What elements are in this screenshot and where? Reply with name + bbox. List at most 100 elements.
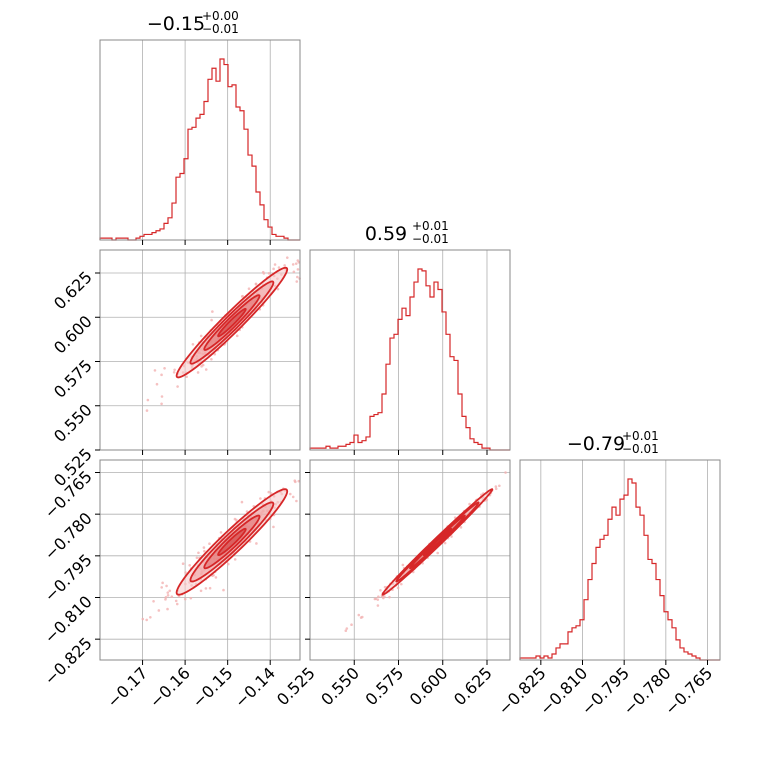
scatter-panel-2-0 xyxy=(95,459,301,665)
sample-point xyxy=(170,595,174,599)
sample-point xyxy=(388,595,391,599)
sample-point xyxy=(166,594,170,597)
sample-point xyxy=(210,357,213,361)
title-value-2: −0.79 xyxy=(567,433,625,455)
sample-point xyxy=(291,263,295,266)
sample-point xyxy=(450,535,453,538)
sample-point xyxy=(166,591,170,594)
sample-point xyxy=(494,485,498,488)
x-tick-label: 0.525 xyxy=(273,663,319,709)
sample-point xyxy=(152,599,155,603)
sample-point xyxy=(153,369,157,372)
sample-point xyxy=(184,571,187,574)
sample-point xyxy=(226,562,230,566)
sample-point xyxy=(172,370,176,374)
sample-point xyxy=(295,280,299,283)
sample-point xyxy=(240,500,244,504)
sample-point xyxy=(213,352,217,356)
sample-point xyxy=(459,526,463,529)
sample-point xyxy=(181,562,185,566)
sample-point xyxy=(174,599,178,603)
x-tick-label: 0.600 xyxy=(406,663,452,709)
sample-point xyxy=(208,586,212,590)
sample-point xyxy=(176,385,179,388)
sample-point xyxy=(199,334,203,338)
histogram-step-0 xyxy=(99,58,300,241)
sample-point xyxy=(161,581,164,585)
sample-point xyxy=(173,368,176,372)
y-tick-label: 0.550 xyxy=(50,400,96,446)
sample-point xyxy=(210,318,213,322)
panel-frame xyxy=(99,459,301,661)
x-tick-label: 0.575 xyxy=(361,663,407,709)
sample-point xyxy=(288,492,292,496)
sample-point xyxy=(202,546,206,549)
sample-point xyxy=(396,586,400,590)
sample-point xyxy=(235,334,239,338)
sample-point xyxy=(146,398,150,402)
sample-point xyxy=(345,627,349,630)
sample-point xyxy=(233,558,237,561)
title-minus-1: −0.01 xyxy=(412,232,449,246)
sample-point xyxy=(272,525,275,529)
sample-point xyxy=(277,266,281,269)
sample-point xyxy=(197,551,200,555)
sample-point xyxy=(165,584,168,588)
sample-point xyxy=(357,613,361,617)
x-tick-label: −0.15 xyxy=(188,663,236,711)
sample-point xyxy=(188,564,191,567)
sample-point xyxy=(360,615,364,619)
sample-point xyxy=(374,597,378,601)
title-value-0: −0.15 xyxy=(147,13,205,35)
sample-point xyxy=(195,556,199,560)
sample-point xyxy=(196,371,200,374)
sample-point xyxy=(383,585,387,589)
sample-point xyxy=(276,287,280,291)
sample-point xyxy=(149,616,152,619)
sample-point xyxy=(155,382,159,386)
sample-point xyxy=(468,502,471,506)
panel-frame xyxy=(519,459,721,661)
histogram-step-1 xyxy=(309,268,510,451)
sample-point xyxy=(504,471,507,474)
title-value-1: 0.59 xyxy=(365,223,407,245)
sample-point xyxy=(163,366,166,370)
sample-point xyxy=(379,589,382,592)
title-plus-1: +0.01 xyxy=(412,219,449,233)
title-minus-0: −0.01 xyxy=(202,22,239,36)
panel-frame xyxy=(309,459,511,661)
sample-point xyxy=(189,596,193,600)
sample-point xyxy=(401,563,405,567)
sample-point xyxy=(160,402,163,406)
sample-point xyxy=(296,259,300,262)
sample-point xyxy=(494,487,498,491)
title-minus-2: −0.01 xyxy=(622,442,659,456)
sample-point xyxy=(383,595,386,598)
title-plus-2: +0.01 xyxy=(622,429,659,443)
x-tick-label: −0.14 xyxy=(231,663,279,711)
sample-point xyxy=(296,275,299,279)
sample-point xyxy=(160,586,163,589)
sample-point xyxy=(254,282,258,286)
contour-level xyxy=(217,307,247,338)
sample-point xyxy=(235,518,238,522)
sample-point xyxy=(376,604,380,607)
sample-point xyxy=(262,272,266,275)
hist-panel-1: 0.59 +0.01−0.01 xyxy=(309,219,511,455)
y-tick-label: 0.575 xyxy=(50,356,96,402)
sample-point xyxy=(294,262,298,265)
x-tick-label: 0.625 xyxy=(450,663,496,709)
sample-point xyxy=(208,542,211,546)
sample-point xyxy=(164,598,167,601)
contour-level xyxy=(217,527,247,557)
sample-point xyxy=(296,268,300,271)
sample-point xyxy=(168,589,172,593)
sample-point xyxy=(273,263,277,266)
sample-point xyxy=(203,549,206,553)
sample-point xyxy=(175,602,179,606)
sample-point xyxy=(285,256,289,259)
sample-point xyxy=(199,589,203,593)
sample-point xyxy=(201,363,205,367)
sample-point xyxy=(164,596,168,599)
